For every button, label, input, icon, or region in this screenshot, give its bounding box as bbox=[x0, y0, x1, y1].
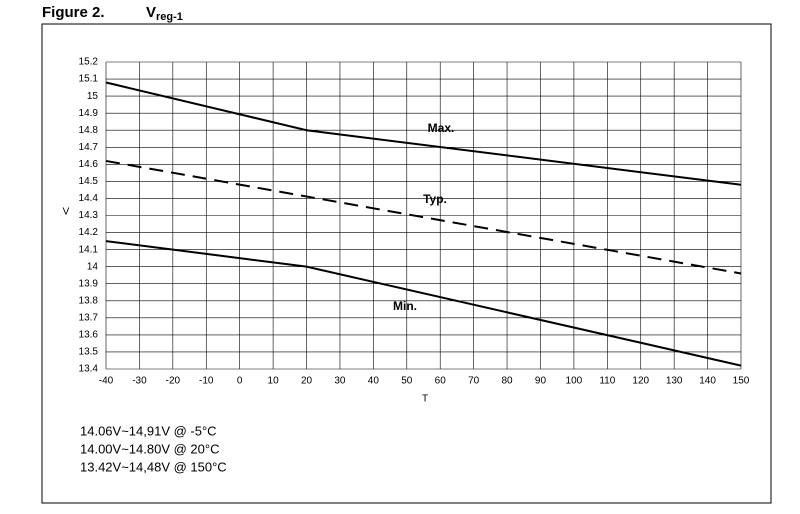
x-tick-label: 130 bbox=[666, 376, 683, 387]
y-tick-label: 15.1 bbox=[79, 74, 99, 85]
y-tick-label: 14.5 bbox=[79, 176, 99, 187]
y-tick-label: 14.1 bbox=[79, 244, 99, 255]
y-tick-label: 14 bbox=[87, 261, 99, 272]
series-line bbox=[105, 240, 742, 367]
x-tick-label: 110 bbox=[599, 376, 615, 387]
x-tick-label: -10 bbox=[199, 376, 214, 387]
x-tick-label: 20 bbox=[301, 376, 313, 387]
x-tick-label: 100 bbox=[566, 376, 583, 387]
y-tick-label: 14.8 bbox=[79, 125, 99, 136]
y-tick-label: 14.3 bbox=[79, 210, 99, 221]
x-tick-label: 30 bbox=[334, 376, 346, 387]
x-tick-label: -20 bbox=[166, 376, 181, 387]
series-line bbox=[105, 159, 742, 275]
x-tick-label: 150 bbox=[733, 376, 750, 387]
x-tick-label: 80 bbox=[501, 376, 513, 387]
series-label: Min. bbox=[393, 299, 417, 313]
y-tick-label: 14.6 bbox=[79, 159, 99, 170]
x-tick-label: 0 bbox=[237, 376, 243, 387]
frame bbox=[41, 23, 772, 504]
note: 14.00V~14.80V @ 20°C bbox=[80, 441, 219, 456]
x-tick-label: 60 bbox=[435, 376, 447, 387]
x-tick-label: -30 bbox=[132, 376, 147, 387]
y-tick-label: 13.5 bbox=[79, 347, 99, 358]
series-label: Typ. bbox=[423, 192, 447, 206]
title-subscript: reg-1 bbox=[156, 11, 183, 23]
y-tick-label: 13.6 bbox=[79, 330, 99, 341]
x-tick-label: 70 bbox=[468, 376, 480, 387]
x-tick-label: 40 bbox=[368, 376, 380, 387]
title-symbol: V bbox=[146, 4, 156, 21]
y-tick-label: 14.2 bbox=[79, 227, 99, 238]
y-tick-label: 13.7 bbox=[79, 312, 99, 323]
x-tick-label: -40 bbox=[99, 376, 114, 387]
series-line bbox=[105, 81, 742, 186]
y-tick-label: 13.8 bbox=[79, 295, 99, 306]
y-tick-label: 15 bbox=[87, 91, 99, 102]
x-tick-label: 140 bbox=[699, 376, 716, 387]
y-tick-label: 14.9 bbox=[79, 108, 99, 119]
x-tick-label: 120 bbox=[632, 376, 649, 387]
figure-title: Figure 2. bbox=[42, 4, 105, 21]
figure-symbol: Vreg-1 bbox=[146, 4, 183, 23]
x-tick-label: 10 bbox=[268, 376, 280, 387]
note: 14.06V~14,91V @ -5°C bbox=[80, 423, 217, 438]
note: 13.42V~14,48V @ 150°C bbox=[80, 459, 227, 474]
y-tick-label: 14.7 bbox=[79, 142, 99, 153]
x-tick-label: 90 bbox=[535, 376, 547, 387]
series-label: Max. bbox=[428, 121, 455, 135]
x-axis-label: T bbox=[422, 394, 428, 405]
x-tick-label: 50 bbox=[401, 376, 413, 387]
y-tick-label: 15.2 bbox=[79, 57, 99, 68]
y-tick-label: 13.4 bbox=[79, 364, 99, 375]
y-axis-label: V bbox=[63, 207, 70, 218]
y-tick-label: 13.9 bbox=[79, 278, 99, 289]
y-tick-label: 14.4 bbox=[79, 193, 99, 204]
